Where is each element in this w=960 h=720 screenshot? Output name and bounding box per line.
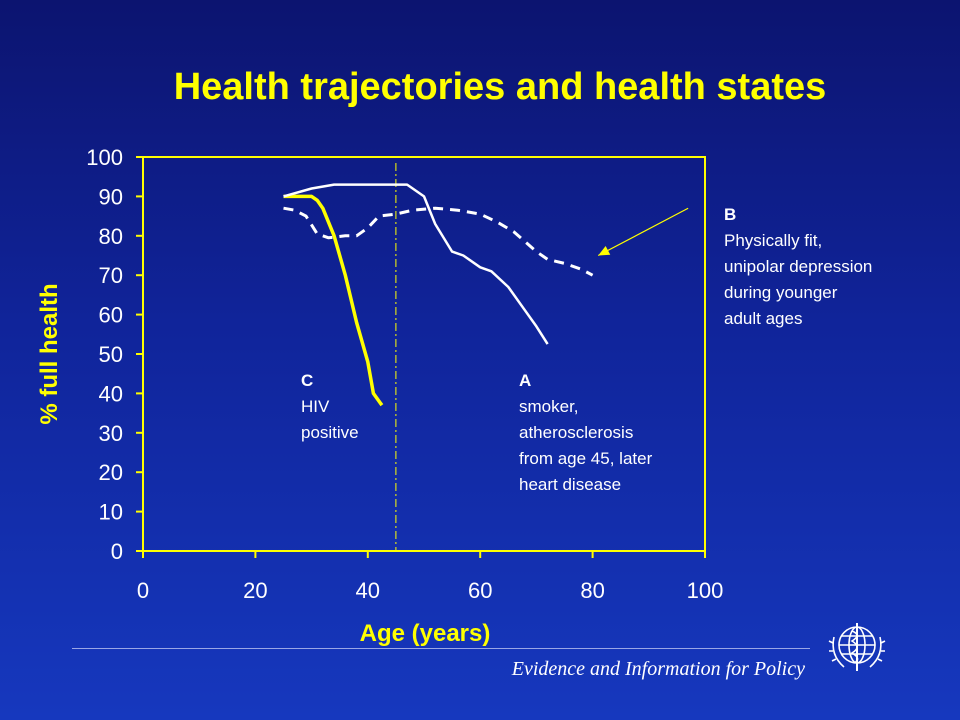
x-tick-label: 100 (687, 578, 724, 603)
annotation-b-line: during younger (724, 283, 838, 302)
annotation-c-label: C (301, 371, 314, 390)
annotation-c-line: positive (301, 423, 359, 442)
y-tick-label: 30 (99, 421, 123, 446)
x-tick-label: 60 (468, 578, 492, 603)
y-tick-label: 70 (99, 263, 123, 288)
annotation-a-label: A (519, 371, 532, 390)
x-tick-label: 20 (243, 578, 267, 603)
annotation-a-line: from age 45, later (519, 449, 653, 468)
y-tick-label: 90 (99, 184, 123, 209)
annotation-b-line: adult ages (724, 309, 803, 328)
annotation-b-label: B (724, 205, 737, 224)
annotation-b: B Physically fit, unipolar depression du… (724, 202, 872, 332)
footer-text: Evidence and Information for Policy (511, 658, 805, 680)
y-axis-label: % full health (36, 283, 63, 424)
x-tick-label: 0 (137, 578, 149, 603)
annotation-a-line: smoker, (519, 397, 579, 416)
y-tick-label: 0 (111, 539, 123, 564)
y-tick-label: 100 (86, 145, 123, 170)
annotation-c-line: HIV (301, 397, 330, 416)
footer-divider (72, 648, 810, 649)
annotation-b-line: Physically fit, (724, 231, 823, 250)
y-tick-label: 40 (99, 381, 123, 406)
annotation-a-line: atherosclerosis (519, 423, 634, 442)
y-tick-label: 20 (99, 460, 123, 485)
arrow-head (598, 245, 611, 256)
arrow-line (597, 207, 689, 257)
x-tick-label: 40 (356, 578, 380, 603)
y-tick-label: 50 (99, 342, 123, 367)
slide-title: Health trajectories and health states (173, 66, 827, 108)
series-b-line (283, 206, 594, 277)
x-axis-label: Age (years) (360, 620, 491, 647)
annotation-a-line: heart disease (519, 475, 622, 494)
annotation-c: C HIV positive (301, 368, 359, 446)
y-tick-label: 80 (99, 224, 123, 249)
annotation-a: A smoker, atherosclerosis from age 45, l… (519, 368, 652, 498)
y-tick-label: 10 (99, 500, 123, 525)
annotation-b-line: unipolar depression (724, 257, 873, 276)
who-emblem-icon (828, 623, 886, 671)
y-tick-label: 60 (99, 303, 123, 328)
series-a-line (283, 183, 549, 345)
series-c-line (283, 194, 384, 407)
x-tick-label: 80 (580, 578, 604, 603)
